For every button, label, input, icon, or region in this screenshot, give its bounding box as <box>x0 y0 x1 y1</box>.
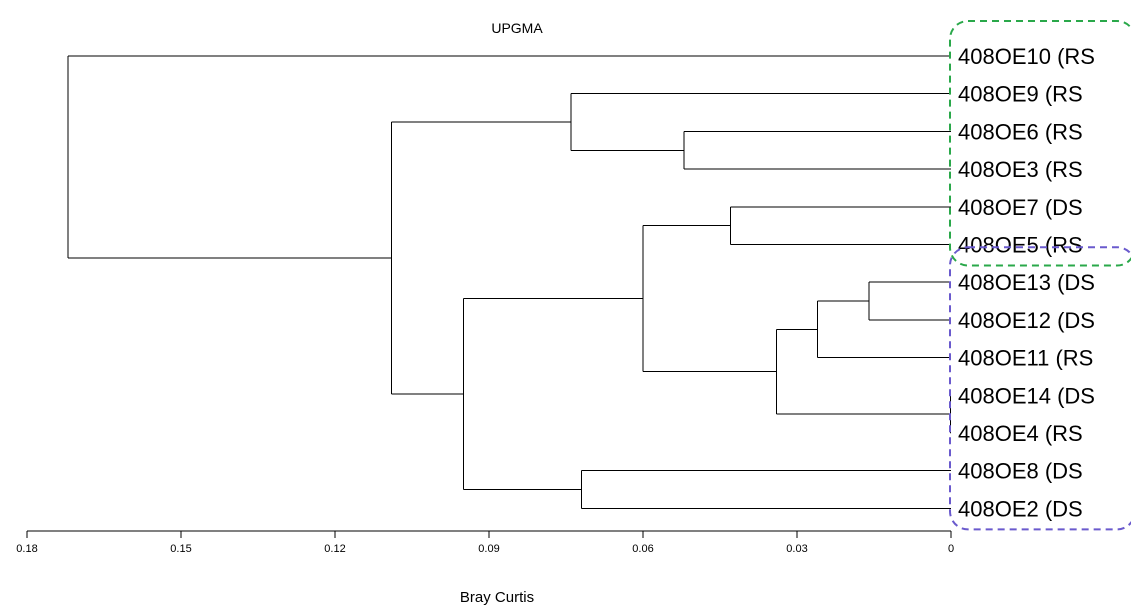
x-tick-label: 0.15 <box>170 543 191 555</box>
leaf-label: 408OE5 (RS <box>958 233 1083 258</box>
leaf-label: 408OE8 (DS <box>958 459 1083 484</box>
group-box <box>949 20 1131 267</box>
x-tick-label: 0.06 <box>632 543 653 555</box>
chart-title: UPGMA <box>491 20 543 36</box>
leaf-label: 408OE6 (RS <box>958 119 1083 144</box>
leaf-label: 408OE10 (RS <box>958 44 1095 69</box>
x-tick-label: 0.18 <box>16 543 37 555</box>
leaf-label: 408OE13 (DS <box>958 270 1095 295</box>
leaf-label: 408OE3 (RS <box>958 157 1083 182</box>
group-boxes <box>949 20 1131 531</box>
x-tick-label: 0 <box>948 543 954 555</box>
leaf-label: 408OE9 (RS <box>958 82 1083 107</box>
leaf-label: 408OE2 (DS <box>958 496 1083 521</box>
x-tick-label: 0.09 <box>478 543 499 555</box>
leaf-label: 408OE14 (DS <box>958 383 1095 408</box>
leaf-label: 408OE12 (DS <box>958 308 1095 333</box>
leaf-label: 408OE7 (DS <box>958 195 1083 220</box>
leaf-label: 408OE11 (RS <box>958 346 1093 371</box>
leaf-labels: 408OE10 (RS 408OE9 (RS 408OE6 (RS 408OE3 (R… <box>958 44 1095 521</box>
x-tick-label: 0.03 <box>786 543 807 555</box>
group-box <box>949 246 1131 531</box>
leaf-label: 408OE4 (RS <box>958 421 1083 446</box>
x-axis: 0.18 0.15 0.12 0.09 0.06 0.03 0 <box>16 530 954 555</box>
x-tick-label: 0.12 <box>324 543 345 555</box>
x-axis-label: Bray Curtis <box>460 589 534 606</box>
dendrogram-tree <box>67 55 951 509</box>
